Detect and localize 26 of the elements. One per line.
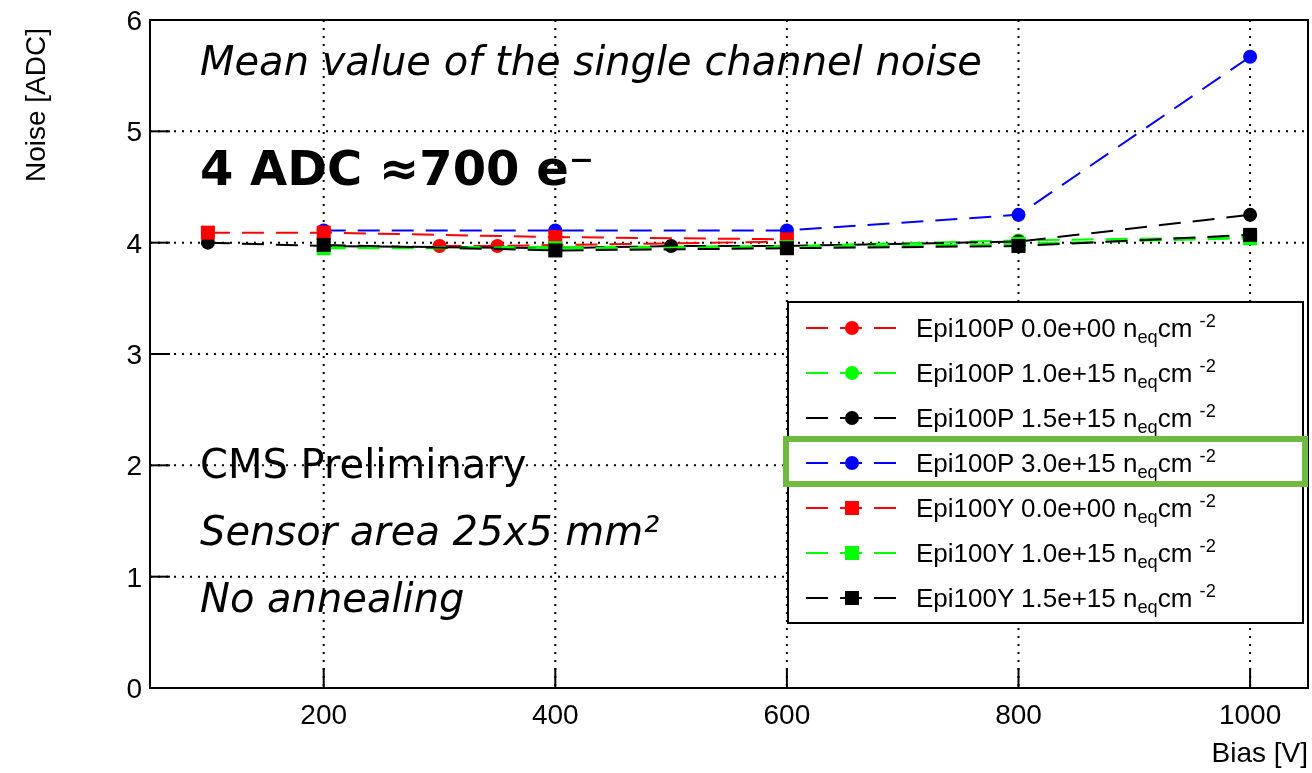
annotation: No annealing bbox=[200, 575, 465, 621]
y-axis-title: Noise [ADC] bbox=[20, 28, 51, 183]
legend-label: Epi100P 1.5e+15 n$_{eq}$cm $^{-2}$ bbox=[916, 401, 1216, 438]
y-tick-label: 2 bbox=[126, 450, 142, 482]
x-tick-label: 200 bbox=[300, 699, 348, 730]
y-tick-label: 1 bbox=[126, 561, 142, 593]
x-tick-label: 1000 bbox=[1218, 699, 1282, 730]
legend-label: Epi100Y 1.0e+15 n$_{eq}$cm $^{-2}$ bbox=[916, 536, 1216, 573]
legend-label: Epi100Y 1.5e+15 n$_{eq}$cm $^{-2}$ bbox=[916, 581, 1216, 618]
y-tick-label: 6 bbox=[126, 5, 142, 36]
x-tick-label: 400 bbox=[531, 699, 579, 730]
y-tick-label: 5 bbox=[126, 116, 142, 148]
y-tick-label: 0 bbox=[126, 673, 142, 704]
legend-label: Epi100Y 0.0e+00 n$_{eq}$cm $^{-2}$ bbox=[916, 491, 1216, 528]
annotation: 4 ADC ≈700 e⁻ bbox=[200, 140, 595, 196]
annotation: Sensor area 25x5 mm² bbox=[200, 508, 660, 554]
annotation: Mean value of the single channel noise bbox=[200, 38, 982, 84]
legend-label: Epi100P 1.0e+15 n$_{eq}$cm $^{-2}$ bbox=[916, 356, 1216, 393]
x-tick-label: 800 bbox=[995, 699, 1042, 730]
y-tick-label: 3 bbox=[126, 339, 142, 370]
annotation: CMS Preliminary bbox=[200, 441, 527, 487]
x-tick-label: 600 bbox=[763, 699, 811, 730]
legend-label: Epi100P 3.0e+15 n$_{eq}$cm $^{-2}$ bbox=[916, 446, 1216, 483]
x-axis-title: Bias [V] bbox=[1211, 737, 1308, 768]
y-tick-label: 4 bbox=[126, 227, 142, 259]
legend-label: Epi100P 0.0e+00 n$_{eq}$cm $^{-2}$ bbox=[916, 311, 1216, 348]
